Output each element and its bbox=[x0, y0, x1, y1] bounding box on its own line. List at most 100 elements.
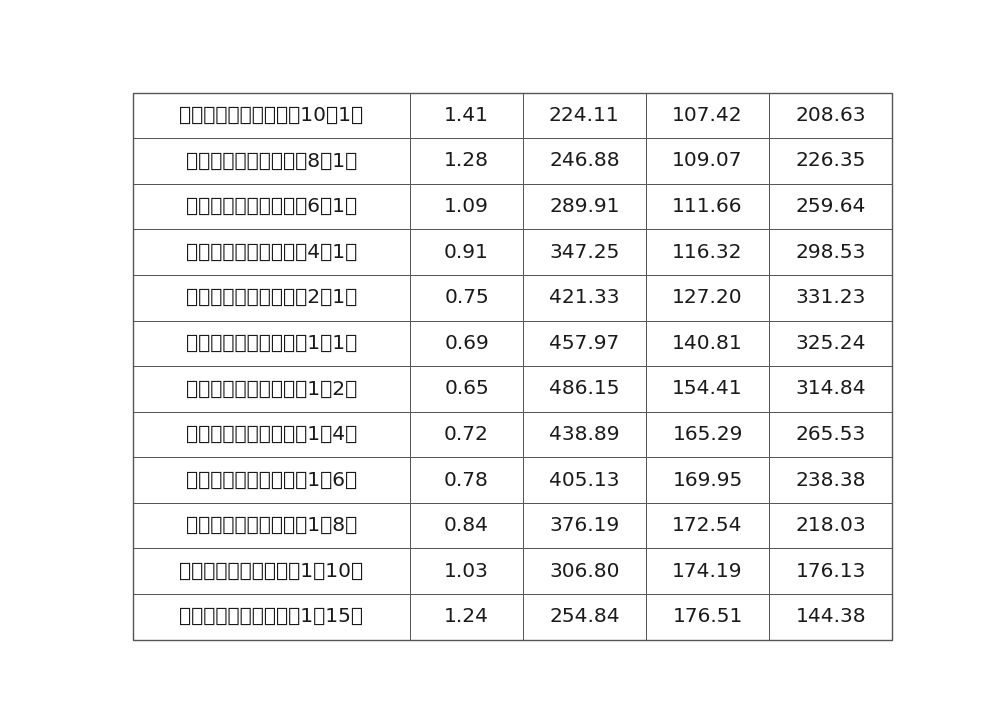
Text: 347.25: 347.25 bbox=[549, 243, 620, 262]
Bar bbox=[646, 594, 769, 639]
Bar bbox=[523, 93, 646, 138]
Text: 144.38: 144.38 bbox=[795, 608, 866, 626]
Bar bbox=[523, 412, 646, 457]
Bar bbox=[133, 503, 410, 549]
Text: 331.23: 331.23 bbox=[795, 289, 866, 307]
Bar bbox=[769, 366, 892, 412]
Bar bbox=[133, 275, 410, 320]
Text: 172.54: 172.54 bbox=[672, 516, 743, 535]
Bar bbox=[410, 275, 523, 320]
Text: 421.33: 421.33 bbox=[549, 289, 620, 307]
Text: 环溝虫酮胺：厘虫啼（1：6）: 环溝虫酮胺：厘虫啼（1：6） bbox=[186, 471, 357, 489]
Text: 1.28: 1.28 bbox=[444, 152, 489, 170]
Bar bbox=[769, 457, 892, 503]
Text: 1.03: 1.03 bbox=[444, 562, 489, 581]
Bar bbox=[410, 138, 523, 183]
Text: 127.20: 127.20 bbox=[672, 289, 743, 307]
Bar bbox=[523, 320, 646, 366]
Text: 0.72: 0.72 bbox=[444, 425, 489, 444]
Text: 0.91: 0.91 bbox=[444, 243, 489, 262]
Bar bbox=[646, 457, 769, 503]
Bar bbox=[646, 93, 769, 138]
Text: 246.88: 246.88 bbox=[549, 152, 620, 170]
Text: 438.89: 438.89 bbox=[549, 425, 620, 444]
Text: 0.84: 0.84 bbox=[444, 516, 489, 535]
Text: 111.66: 111.66 bbox=[672, 197, 743, 216]
Text: 224.11: 224.11 bbox=[549, 106, 620, 125]
Bar bbox=[410, 594, 523, 639]
Bar bbox=[769, 183, 892, 229]
Text: 环溝虫酮胺：厘虫啼（10：1）: 环溝虫酮胺：厘虫啼（10：1） bbox=[179, 106, 364, 125]
Bar bbox=[523, 183, 646, 229]
Bar bbox=[133, 229, 410, 275]
Bar bbox=[410, 503, 523, 549]
Text: 238.38: 238.38 bbox=[795, 471, 866, 489]
Text: 176.13: 176.13 bbox=[795, 562, 866, 581]
Text: 254.84: 254.84 bbox=[549, 608, 620, 626]
Text: 405.13: 405.13 bbox=[549, 471, 620, 489]
Bar bbox=[410, 93, 523, 138]
Bar bbox=[646, 138, 769, 183]
Bar bbox=[769, 549, 892, 594]
Bar bbox=[769, 138, 892, 183]
Text: 265.53: 265.53 bbox=[796, 425, 866, 444]
Bar bbox=[133, 366, 410, 412]
Bar bbox=[133, 549, 410, 594]
Bar bbox=[646, 503, 769, 549]
Text: 0.75: 0.75 bbox=[444, 289, 489, 307]
Bar bbox=[133, 183, 410, 229]
Text: 0.78: 0.78 bbox=[444, 471, 489, 489]
Bar bbox=[410, 229, 523, 275]
Bar bbox=[133, 93, 410, 138]
Bar bbox=[133, 412, 410, 457]
Text: 116.32: 116.32 bbox=[672, 243, 743, 262]
Text: 1.41: 1.41 bbox=[444, 106, 489, 125]
Bar bbox=[523, 229, 646, 275]
Text: 325.24: 325.24 bbox=[795, 334, 866, 353]
Bar bbox=[523, 503, 646, 549]
Text: 176.51: 176.51 bbox=[672, 608, 743, 626]
Text: 376.19: 376.19 bbox=[549, 516, 619, 535]
Bar bbox=[646, 183, 769, 229]
Text: 环溝虫酮胺：厘虫啼（1：15）: 环溝虫酮胺：厘虫啼（1：15） bbox=[179, 608, 363, 626]
Bar bbox=[410, 366, 523, 412]
Bar bbox=[769, 229, 892, 275]
Text: 环溝虫酮胺：厘虫啼（1：4）: 环溝虫酮胺：厘虫啼（1：4） bbox=[186, 425, 357, 444]
Bar bbox=[410, 412, 523, 457]
Text: 306.80: 306.80 bbox=[549, 562, 620, 581]
Bar bbox=[646, 549, 769, 594]
Bar bbox=[646, 229, 769, 275]
Bar bbox=[523, 366, 646, 412]
Bar bbox=[410, 183, 523, 229]
Bar bbox=[769, 412, 892, 457]
Text: 165.29: 165.29 bbox=[672, 425, 743, 444]
Text: 环溝虫酮胺：厘虫啼（6：1）: 环溝虫酮胺：厘虫啼（6：1） bbox=[186, 197, 357, 216]
Text: 298.53: 298.53 bbox=[795, 243, 866, 262]
Text: 259.64: 259.64 bbox=[795, 197, 866, 216]
Text: 109.07: 109.07 bbox=[672, 152, 743, 170]
Bar bbox=[410, 549, 523, 594]
Bar bbox=[646, 320, 769, 366]
Text: 环溝虫酮胺：厘虫啼（1：8）: 环溝虫酮胺：厘虫啼（1：8） bbox=[186, 516, 357, 535]
Text: 289.91: 289.91 bbox=[549, 197, 620, 216]
Bar bbox=[523, 549, 646, 594]
Bar bbox=[646, 275, 769, 320]
Bar bbox=[769, 503, 892, 549]
Text: 0.69: 0.69 bbox=[444, 334, 489, 353]
Bar bbox=[523, 275, 646, 320]
Text: 1.09: 1.09 bbox=[444, 197, 489, 216]
Bar bbox=[410, 320, 523, 366]
Text: 169.95: 169.95 bbox=[672, 471, 743, 489]
Text: 486.15: 486.15 bbox=[549, 379, 620, 399]
Text: 环溝虫酮胺：厘虫啼（4：1）: 环溝虫酮胺：厘虫啼（4：1） bbox=[186, 243, 357, 262]
Text: 218.03: 218.03 bbox=[795, 516, 866, 535]
Text: 环溝虫酮胺：厘虫啼（2：1）: 环溝虫酮胺：厘虫啼（2：1） bbox=[186, 289, 357, 307]
Text: 208.63: 208.63 bbox=[795, 106, 866, 125]
Text: 226.35: 226.35 bbox=[795, 152, 866, 170]
Text: 174.19: 174.19 bbox=[672, 562, 743, 581]
Text: 154.41: 154.41 bbox=[672, 379, 743, 399]
Bar bbox=[410, 457, 523, 503]
Bar bbox=[769, 93, 892, 138]
Bar bbox=[769, 320, 892, 366]
Text: 140.81: 140.81 bbox=[672, 334, 743, 353]
